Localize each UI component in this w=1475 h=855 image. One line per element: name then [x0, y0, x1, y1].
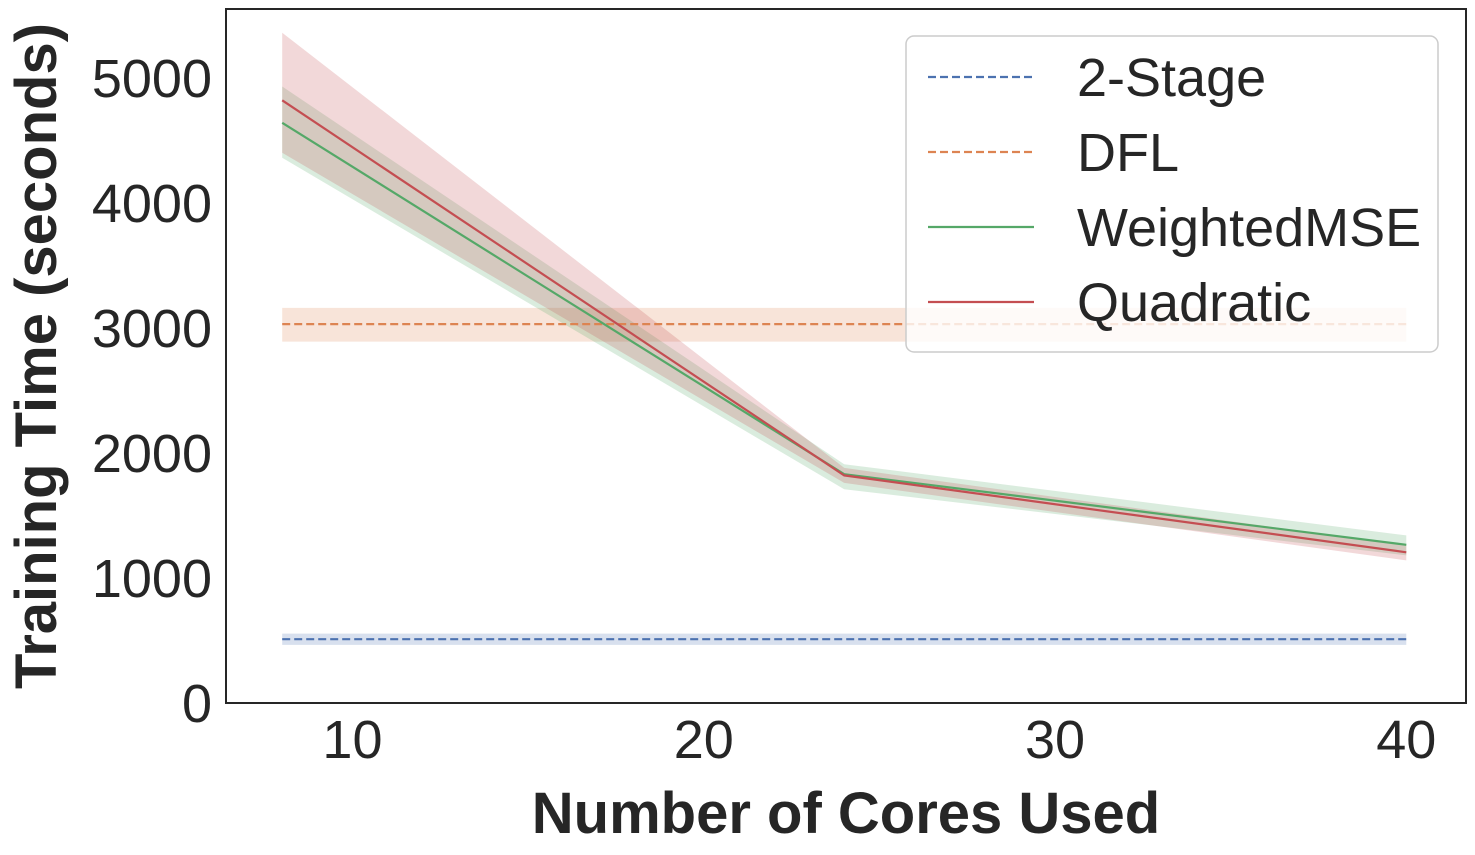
x-tick-label: 40	[1376, 710, 1436, 770]
x-axis-title: Number of Cores Used	[532, 781, 1160, 846]
band-2-stage	[282, 633, 1407, 645]
x-tick-label: 30	[1025, 710, 1085, 770]
x-tick-label: 10	[322, 710, 382, 770]
x-tick-label: 20	[674, 710, 734, 770]
y-tick-label: 5000	[92, 49, 212, 109]
y-tick-label: 0	[182, 674, 212, 734]
y-tick-label: 4000	[92, 174, 212, 234]
y-axis-ticks: 0 1000 2000 3000 4000 5000	[92, 49, 212, 734]
y-tick-label: 2000	[92, 424, 212, 484]
y-tick-label: 3000	[92, 299, 212, 359]
series-line-quadratic	[281, 99, 1407, 554]
legend-label: WeightedMSE	[1077, 198, 1421, 258]
x-axis-ticks: 10 20 30 40	[322, 710, 1436, 770]
legend-box	[905, 35, 1439, 353]
legend-label: DFL	[1077, 123, 1179, 183]
plot-frame	[225, 8, 1467, 704]
y-tick-label: 1000	[92, 549, 212, 609]
legend-label: 2-Stage	[1077, 48, 1266, 108]
y-axis-title: Training Time (seconds)	[4, 23, 69, 689]
legend: 2-Stage DFL WeightedMSE Quadratic	[905, 35, 1439, 353]
series-lines	[281, 99, 1407, 641]
legend-label: Quadratic	[1077, 273, 1311, 333]
